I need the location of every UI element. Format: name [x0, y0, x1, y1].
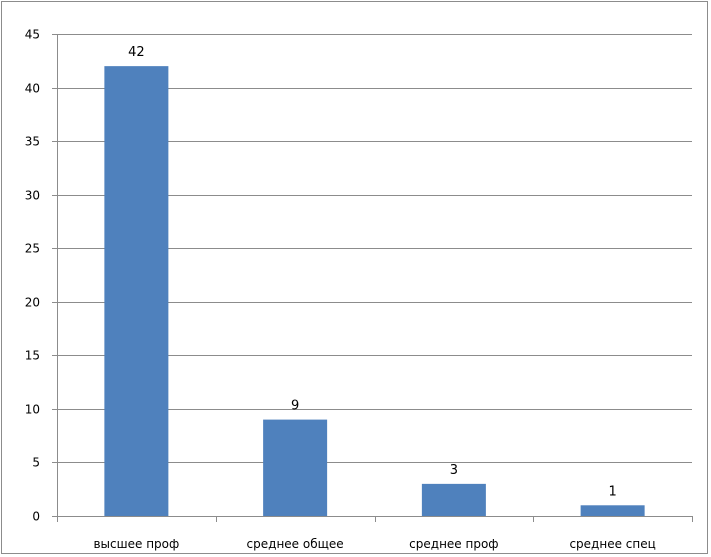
axes — [52, 34, 693, 522]
data-label: 1 — [608, 484, 616, 499]
x-tick-label: среднее спец — [569, 537, 655, 551]
y-tick-label: 5 — [32, 456, 40, 470]
data-labels: 42 9 3 1 — [128, 45, 617, 499]
bars — [104, 66, 645, 516]
y-tick-label: 30 — [25, 189, 40, 203]
bar — [263, 419, 328, 516]
y-tick-label: 45 — [25, 28, 40, 42]
y-tick-label: 15 — [25, 349, 40, 363]
y-tick-label: 40 — [25, 82, 40, 96]
x-tick-label: среднее общее — [247, 537, 344, 551]
x-tick-label: среднее проф — [409, 537, 498, 551]
data-label: 42 — [128, 45, 145, 60]
data-label: 3 — [450, 463, 458, 478]
bar — [104, 66, 169, 516]
data-label: 9 — [291, 399, 299, 414]
y-tick-label: 20 — [25, 296, 40, 310]
y-tick-label: 35 — [25, 135, 40, 149]
y-tick-label: 25 — [25, 242, 40, 256]
bar — [421, 483, 486, 516]
x-tick-label: высшее проф — [93, 537, 179, 551]
bar — [580, 505, 645, 516]
tick-labels: 0 5 10 15 20 25 30 35 40 45 высшее проф среднее общ… — [25, 28, 656, 552]
y-tick-label: 10 — [25, 403, 40, 417]
y-tick-label: 0 — [32, 510, 40, 524]
